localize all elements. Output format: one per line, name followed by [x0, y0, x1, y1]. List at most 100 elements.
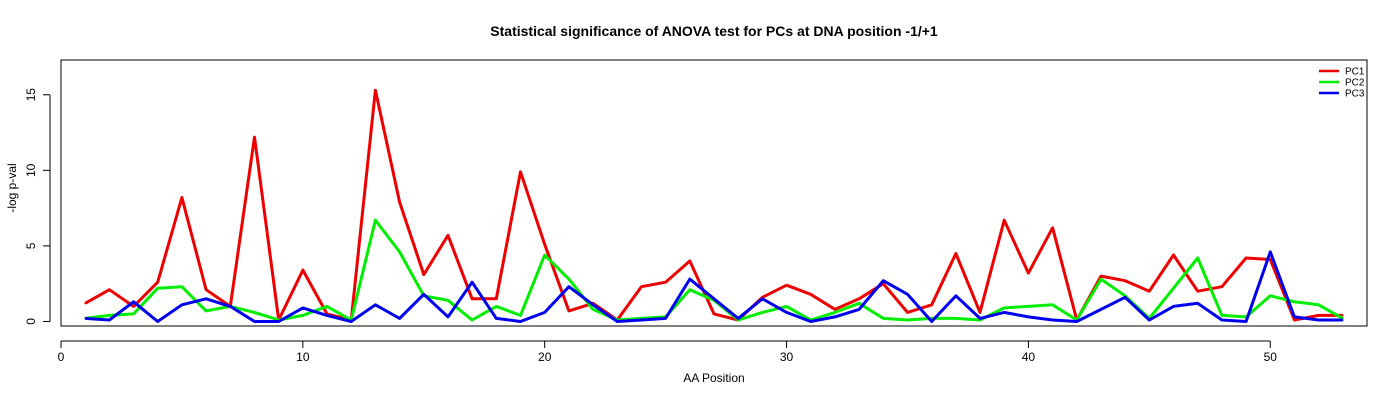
data-point-pc1	[181, 196, 183, 199]
data-point-pc3	[1100, 308, 1102, 311]
data-point-pc1	[1051, 227, 1054, 229]
data-point-pc1	[858, 298, 860, 300]
data-point-pc3	[543, 311, 546, 314]
data-point-pc2	[1100, 278, 1102, 280]
data-point-pc1	[1317, 314, 1320, 317]
data-point-pc3	[568, 285, 570, 288]
data-point-pc2	[543, 254, 546, 256]
data-point-pc1	[1221, 285, 1223, 288]
series-line-pc2	[85, 218, 1344, 322]
data-point-pc3	[471, 281, 473, 284]
x-tick-label: 50	[1264, 350, 1278, 364]
data-point-pc1	[809, 293, 812, 296]
data-point-pc3	[229, 305, 232, 308]
data-point-pc1	[1003, 219, 1005, 221]
data-point-pc3	[882, 279, 885, 282]
data-point-pc1	[930, 304, 933, 306]
legend-label-pc1: PC1	[1345, 67, 1365, 78]
data-point-pc2	[1172, 287, 1175, 290]
data-point-pc2	[568, 278, 570, 280]
data-point-pc1	[1342, 314, 1344, 317]
data-point-pc2	[761, 311, 764, 314]
data-point-pc1	[471, 298, 473, 300]
data-point-pc3	[592, 304, 594, 306]
data-point-pc3	[809, 320, 812, 323]
data-point-pc3	[1245, 320, 1247, 323]
data-point-pc1	[374, 89, 377, 91]
data-point-pc1	[447, 234, 449, 237]
y-tick-label: 15	[24, 88, 38, 102]
data-point-pc3	[495, 317, 498, 320]
data-point-pc2	[1317, 304, 1320, 306]
data-point-pc3	[423, 293, 425, 296]
data-point-pc3	[713, 298, 715, 300]
data-point-pc3	[1051, 319, 1054, 321]
x-tick-label: 40	[1022, 350, 1036, 364]
data-point-pc2	[1027, 305, 1030, 308]
data-point-pc3	[253, 320, 256, 323]
data-point-pc2	[1051, 304, 1054, 306]
data-point-pc3	[1196, 302, 1199, 305]
data-point-pc2	[495, 305, 498, 308]
data-point-pc2	[398, 251, 401, 253]
data-point-pc3	[181, 304, 183, 306]
data-point-pc3	[834, 316, 836, 318]
data-point-pc2	[108, 314, 111, 317]
data-point-pc2	[785, 305, 788, 308]
data-point-pc3	[785, 311, 788, 314]
data-point-pc3	[761, 298, 764, 300]
data-point-pc2	[1269, 295, 1272, 297]
data-point-pc3	[955, 295, 957, 297]
data-point-pc2	[471, 319, 473, 321]
data-point-pc3	[447, 316, 449, 318]
data-point-pc1	[689, 260, 691, 262]
data-point-pc1	[955, 252, 957, 255]
x-tick-label: 30	[780, 350, 794, 364]
data-point-pc3	[108, 319, 111, 321]
x-tick-label: 0	[58, 350, 65, 364]
data-point-pc1	[713, 313, 715, 315]
data-point-pc2	[205, 310, 207, 312]
data-point-pc1	[156, 281, 159, 284]
data-point-pc1	[1100, 275, 1102, 277]
data-point-pc2	[326, 305, 328, 308]
data-point-pc3	[1148, 319, 1151, 321]
y-tick-label: 0	[24, 318, 38, 325]
data-point-pc3	[326, 314, 328, 317]
data-point-pc1	[979, 311, 981, 314]
data-point-pc1	[640, 285, 643, 288]
data-point-pc1	[1172, 254, 1175, 256]
data-point-pc3	[277, 320, 280, 323]
data-point-pc2	[1293, 301, 1296, 303]
x-axis: 0 10 20 30 40 50	[58, 340, 1278, 364]
data-point-pc2	[156, 287, 159, 290]
data-point-pc3	[1172, 305, 1175, 308]
data-point-pc1	[568, 310, 570, 312]
data-point-pc3	[374, 304, 377, 306]
data-point-pc1	[398, 201, 401, 203]
data-point-pc1	[785, 284, 788, 287]
data-point-pc3	[132, 301, 135, 303]
data-point-pc1	[834, 308, 836, 311]
data-point-pc1	[1027, 272, 1030, 274]
data-point-pc3	[1342, 319, 1344, 321]
plot-frame	[60, 59, 1368, 327]
data-point-pc3	[689, 278, 691, 280]
data-point-pc2	[253, 311, 256, 314]
data-point-pc3	[1124, 296, 1126, 299]
data-point-pc2	[592, 308, 594, 311]
data-point-pc1	[1148, 290, 1151, 293]
y-axis-label: -log p-val	[5, 163, 19, 212]
data-point-pc2	[374, 219, 377, 221]
data-point-pc3	[616, 320, 619, 323]
x-tick-label: 10	[296, 350, 310, 364]
data-point-pc1	[1196, 290, 1199, 293]
data-point-pc2	[519, 314, 522, 317]
data-point-pc3	[930, 320, 933, 323]
data-point-pc1	[132, 305, 135, 308]
data-point-pc2	[1196, 257, 1199, 259]
data-point-pc3	[350, 320, 353, 323]
data-point-pc1	[519, 171, 522, 173]
